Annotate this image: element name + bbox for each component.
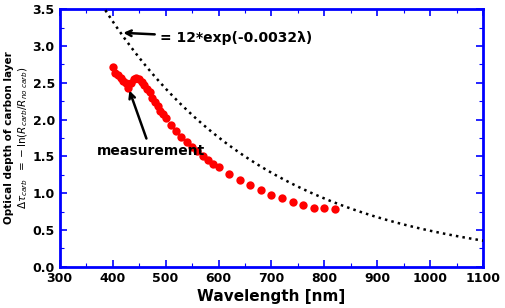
Text: = 12*exp(-0.0032λ): = 12*exp(-0.0032λ) bbox=[126, 30, 313, 45]
Y-axis label: Optical depth of carbon layer
$\Delta\tau_{carb}$  $= -\ln(R_{carb}/R_{no\ carb}: Optical depth of carbon layer $\Delta\ta… bbox=[4, 52, 30, 224]
X-axis label: Wavelength [nm]: Wavelength [nm] bbox=[197, 289, 345, 304]
Text: measurement: measurement bbox=[96, 93, 205, 158]
